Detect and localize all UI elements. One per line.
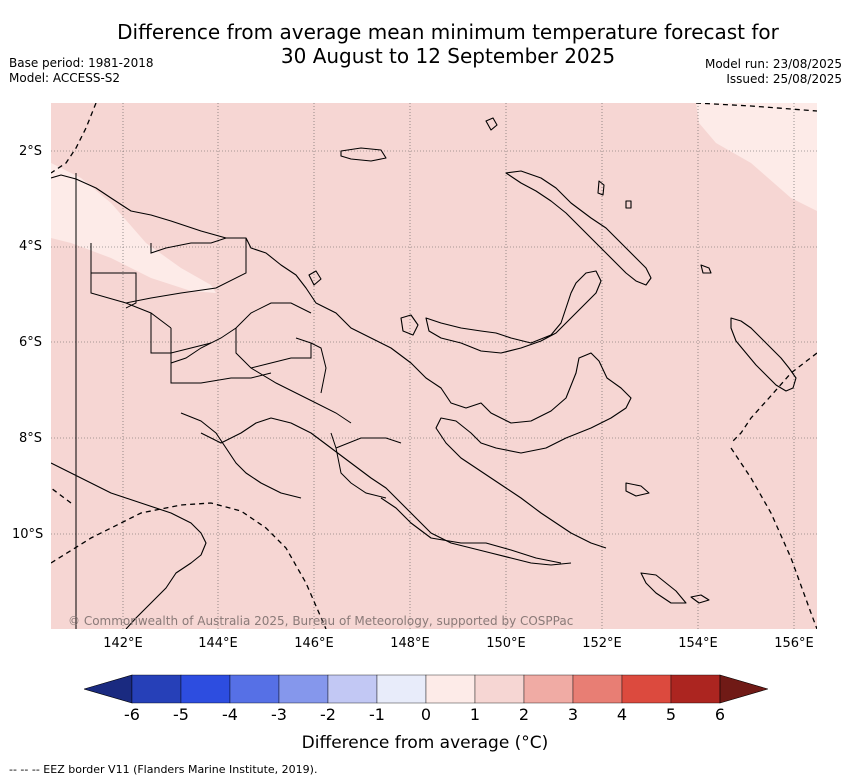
colorbar-segment — [376, 674, 427, 704]
issued-date: Issued: 25/08/2025 — [726, 72, 842, 86]
colorbar-segment — [229, 674, 280, 704]
colorbar-tick-label: 1 — [469, 705, 481, 724]
colorbar-tick-label: 0 — [420, 705, 432, 724]
colorbar-segment — [621, 674, 672, 704]
new-ireland — [505, 170, 652, 286]
fly-river-delta — [180, 412, 302, 499]
small-island-7 — [625, 482, 650, 497]
small-island-2 — [308, 270, 322, 286]
lon-label-156e: 156°E — [774, 636, 814, 651]
colorbar-segment — [523, 674, 574, 704]
colorbar-tick-label: 5 — [665, 705, 677, 724]
bougainville — [730, 317, 797, 392]
eez-footnote: -- -- -- EEZ border V11 (Flanders Marine… — [9, 763, 318, 776]
colorbar-tick-label: -3 — [271, 705, 287, 724]
small-island-1 — [485, 117, 498, 131]
colorbar-segment — [180, 674, 231, 704]
forecast-map — [51, 103, 817, 629]
lon-label-146e: 146°E — [294, 636, 334, 651]
model-name: Model: ACCESS-S2 — [9, 71, 121, 85]
colorbar-tick-label: -1 — [369, 705, 385, 724]
lon-label-152e: 152°E — [582, 636, 622, 651]
light-zone-west — [51, 163, 216, 293]
lon-label-154e: 154°E — [678, 636, 718, 651]
lat-label-6s: 6°S — [19, 335, 43, 350]
small-island-6 — [700, 264, 712, 274]
lon-label-144e: 144°E — [198, 636, 238, 651]
small-island-8 — [690, 594, 710, 604]
lon-label-148e: 148°E — [390, 636, 430, 651]
colorbar-tick-label: -4 — [222, 705, 238, 724]
new-guinea-north-coast — [51, 174, 632, 549]
title-line-1: Difference from average mean minimum tem… — [117, 20, 779, 44]
eez-borders — [51, 103, 817, 629]
colorbar-tick-label: 6 — [714, 705, 726, 724]
manus-island — [340, 147, 387, 162]
small-island-5 — [625, 200, 632, 209]
colorbar — [82, 674, 770, 704]
southeast-peninsula — [380, 497, 562, 564]
colorbar-segment — [327, 674, 378, 704]
new-guinea-south-coast — [51, 462, 207, 629]
title-line-2: 30 August to 12 September 2025 — [280, 44, 616, 68]
colorbar-svg — [82, 674, 770, 704]
light-zone-northeast — [696, 103, 817, 211]
lat-label-2s: 2°S — [19, 144, 43, 159]
colorbar-segment — [572, 674, 623, 704]
copyright-notice: © Commonwealth of Australia 2025, Bureau… — [68, 614, 574, 628]
colorbar-tick-label: -5 — [173, 705, 189, 724]
colorbar-segment — [425, 674, 476, 704]
new-britain — [425, 270, 602, 354]
lon-label-150e: 150°E — [486, 636, 526, 651]
model-run: Model run: 23/08/2025 — [704, 57, 842, 71]
colorbar-extend-high — [719, 674, 770, 704]
colorbar-label: Difference from average (°C) — [301, 733, 549, 753]
meta-right: Model run: 23/08/2025 Issued: 25/08/2025 — [705, 57, 842, 87]
colorbar-tick-label: -2 — [320, 705, 336, 724]
colorbar-extend-low — [82, 674, 133, 704]
lon-label-142e: 142°E — [103, 636, 143, 651]
base-period: Base period: 1981-2018 — [9, 56, 154, 70]
colorbar-segment — [474, 674, 525, 704]
lat-label-4s: 4°S — [19, 239, 43, 254]
gridlines — [51, 103, 817, 629]
map-svg — [51, 103, 817, 629]
chart-title: Difference from average mean minimum tem… — [60, 20, 836, 68]
small-island-3 — [400, 314, 419, 336]
colorbar-tick-label: 3 — [567, 705, 579, 724]
colorbar-segment — [670, 674, 721, 704]
lat-label-8s: 8°S — [19, 431, 43, 446]
meta-left: Base period: 1981-2018 Model: ACCESS-S2 — [9, 56, 154, 86]
colorbar-tick-label: 2 — [518, 705, 530, 724]
coastlines — [51, 117, 797, 629]
colorbar-segment — [278, 674, 329, 704]
gulf-papua — [200, 417, 572, 566]
province-borders — [75, 173, 402, 629]
colorbar-tick-label: 4 — [616, 705, 628, 724]
colorbar-tick-label: -6 — [124, 705, 140, 724]
lat-label-10s: 10°S — [12, 527, 44, 542]
louisiade — [640, 572, 687, 604]
small-island-4 — [597, 180, 605, 196]
colorbar-segment — [131, 674, 182, 704]
